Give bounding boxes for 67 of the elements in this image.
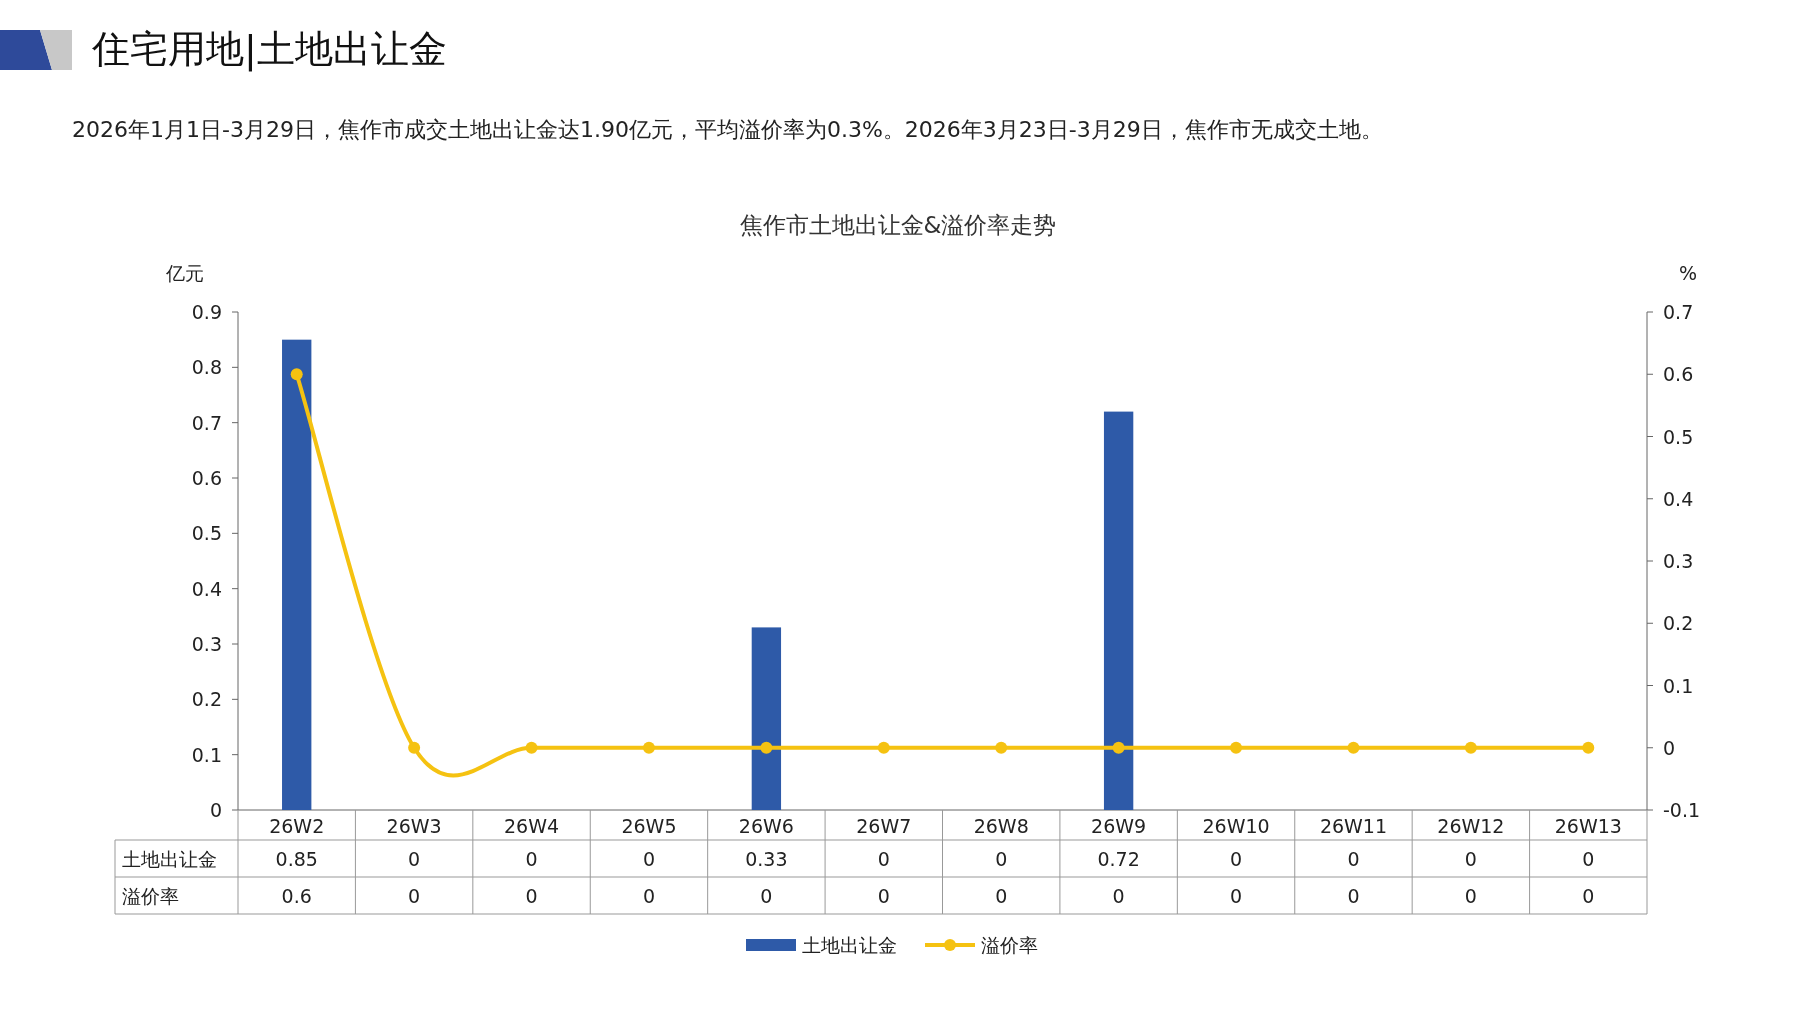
data-label: 0 [877,848,890,870]
y-tick-label: 0.9 [191,301,222,323]
x-tick-label: 26W4 [504,815,560,837]
x-tick-label: 26W12 [1437,815,1505,837]
data-label: 0 [1229,848,1243,870]
data-label: 0 [642,848,656,870]
text: 焦作市土地出让金&溢价率走势 [739,212,1057,238]
text: 土地出让金 [122,848,217,870]
x-tick-label: 26W13 [1554,815,1622,837]
data-label: 0 [877,885,890,907]
data-label: 0.6 [281,885,312,907]
y-tick-label: 0.3 [191,633,222,655]
y-tick-label: 0 [209,799,222,821]
y2-tick-label: -0.1 [1663,799,1701,821]
legend-label: 溢价率 [981,934,1038,956]
y-tick-label: 0.6 [191,467,222,489]
bar [751,627,782,810]
x-tick-label: 26W3 [386,815,442,837]
data-label: 0 [408,848,421,870]
x-tick-label: 26W2 [269,815,325,837]
data-label: 0 [525,848,538,870]
data-label: 0 [995,885,1008,907]
y2-tick-label: 0.3 [1663,550,1694,572]
y-tick-label: 0.1 [191,743,222,766]
y-tick-label: 0.8 [191,356,222,379]
data-label: 0 [408,885,421,907]
data-label: 0 [760,885,773,907]
data-label: 0.33 [745,848,788,870]
data-label: 0 [1464,848,1477,870]
x-tick-label: 26W11 [1319,815,1388,837]
y-axis-title: 亿元 [165,262,204,284]
x-tick-label: 26W7 [856,815,912,837]
y-tick-label: 0.7 [191,411,222,434]
y2-tick-label: 0.6 [1663,363,1694,386]
chart-title: 住宅用地|土地出让金 [91,27,447,72]
data-label: 0 [1229,885,1243,907]
data-label: 0 [525,885,538,907]
x-tick-label: 26W8 [973,815,1029,837]
y2-tick-label: 0.2 [1663,612,1694,635]
data-label: 0 [1112,885,1125,907]
data-label: 0 [1582,885,1595,907]
y2-axis-title: % [1678,262,1698,284]
data-label: 0.85 [275,848,318,870]
data-label: 0 [642,885,656,907]
legend-label: 土地出让金 [802,934,897,956]
data-label: 0 [1464,885,1477,907]
data-label: 0 [995,848,1008,870]
x-tick-label: 26W9 [1091,815,1147,837]
x-tick-label: 26W10 [1202,815,1270,837]
y2-tick-label: 0 [1663,736,1676,759]
chart-subtitle: 2026年1月1日-3月29日，焦作市成交土地出让金达1.90亿元，平均溢价率为0.3%。2026年3月23日-3月29日，焦作市无成交土地。 [72,117,1383,142]
y-tick-label: 0.2 [191,688,222,711]
data-label: 0 [1347,848,1360,870]
bar [1103,411,1134,810]
data-label: 0 [1582,848,1595,870]
y-tick-label: 0.5 [191,522,222,545]
x-tick-label: 26W6 [738,815,794,837]
x-tick-label: 26W5 [621,815,677,837]
y2-tick-label: 0.4 [1663,487,1694,510]
y-tick-label: 0.4 [191,577,222,600]
y2-tick-label: 0.7 [1663,301,1694,323]
y2-tick-label: 0.1 [1663,674,1694,697]
data-label: 0 [1347,885,1360,907]
y2-tick-label: 0.5 [1663,425,1694,448]
bar [282,339,312,810]
data-label: 0.72 [1097,848,1140,870]
text: 溢价率 [122,885,179,907]
